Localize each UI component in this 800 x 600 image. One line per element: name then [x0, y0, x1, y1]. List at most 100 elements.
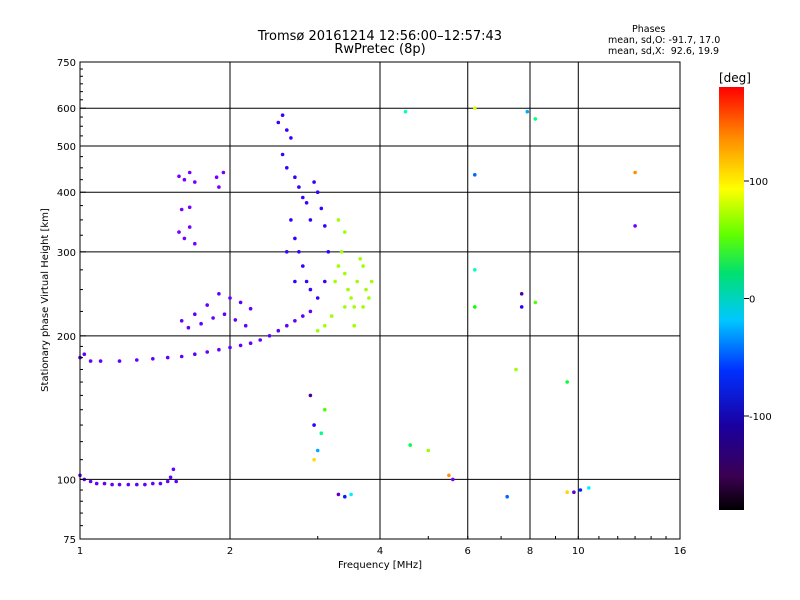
data-point [285, 323, 289, 328]
y-tick-label: 300 [57, 248, 76, 259]
x-tick-label: 4 [377, 546, 383, 557]
data-point [293, 319, 297, 323]
data-point [301, 314, 305, 318]
data-point [297, 250, 301, 254]
data-point [633, 170, 637, 175]
phases-legend-title: Phases [632, 24, 666, 35]
data-point [117, 359, 122, 363]
data-point [182, 236, 187, 241]
data-point [323, 279, 327, 284]
data-point [323, 407, 327, 412]
data-point [182, 177, 187, 182]
colorbar-ticks: 100 0 -100 [744, 177, 772, 423]
x-axis-label: Frequency [MHz] [338, 560, 422, 571]
data-point [336, 218, 341, 222]
data-point [165, 479, 170, 484]
data-point [98, 359, 103, 363]
data-point [301, 195, 305, 200]
x-tick-label: 10 [572, 546, 585, 557]
data-point [110, 482, 114, 487]
data-point [633, 224, 637, 228]
data-point [304, 279, 309, 284]
data-point [82, 352, 87, 357]
data-point [304, 201, 309, 205]
data-point [297, 185, 301, 189]
data-point [187, 225, 192, 229]
data-point [143, 482, 147, 487]
y-tick-label: 750 [57, 58, 76, 69]
data-point [285, 250, 289, 254]
data-point [315, 448, 320, 453]
data-point [349, 296, 353, 300]
data-point [525, 109, 530, 114]
data-point [174, 479, 178, 484]
data-points [78, 106, 637, 499]
colorbar-label: [deg] [719, 71, 751, 85]
data-point [447, 473, 451, 478]
data-point [533, 300, 538, 305]
data-point [211, 316, 215, 320]
chart-title: Tromsø 20161214 12:56:00–12:57:43 [257, 29, 503, 44]
data-point [343, 494, 347, 499]
x-tick-label: 1 [77, 546, 83, 557]
data-point [336, 492, 341, 497]
x-tick-label: 8 [527, 546, 533, 557]
data-point [248, 306, 253, 311]
data-point [217, 347, 221, 352]
data-point [319, 206, 324, 211]
x-tick-label: 6 [465, 546, 471, 557]
data-point [361, 264, 365, 268]
colorbar-tick-label: -100 [749, 412, 772, 423]
data-point [238, 300, 243, 305]
data-point [187, 205, 192, 210]
colorbar [719, 87, 744, 510]
data-point [228, 345, 232, 350]
axis-ticks: 1 2 4 8 16 6 10 75 100 200 300 400 500 600 750 [57, 58, 686, 557]
data-point [343, 271, 347, 276]
phases-legend-o: mean, sd,O: -91.7, 17.0 [608, 35, 721, 46]
data-point [315, 296, 320, 300]
colorbar-tick-label: 0 [749, 295, 755, 306]
data-point [233, 318, 238, 322]
data-point [94, 481, 99, 486]
data-point [238, 343, 243, 348]
data-point [258, 338, 263, 342]
data-point [346, 287, 350, 292]
data-point [315, 190, 320, 194]
data-point [280, 152, 285, 157]
y-tick-label: 200 [57, 332, 76, 343]
data-point [533, 117, 538, 121]
data-point [222, 312, 227, 317]
data-point [323, 224, 327, 228]
x-tick-label: 2 [227, 546, 233, 557]
data-point [177, 174, 181, 179]
data-point [343, 305, 347, 309]
data-point [285, 128, 289, 132]
data-point [88, 479, 93, 484]
data-point [565, 490, 569, 495]
data-point [473, 305, 477, 309]
data-point [221, 170, 226, 175]
data-point [276, 328, 281, 333]
data-point [352, 323, 357, 328]
data-point [339, 250, 344, 254]
data-point [369, 279, 374, 284]
data-point [293, 236, 297, 241]
data-point [349, 492, 353, 497]
data-point [135, 358, 139, 362]
data-point [403, 109, 408, 114]
data-point [289, 218, 293, 222]
data-point [205, 303, 209, 307]
data-point [336, 264, 341, 268]
data-point [285, 166, 289, 170]
data-point [151, 357, 155, 361]
data-point [426, 448, 431, 453]
data-point [179, 354, 184, 359]
data-point [312, 457, 316, 462]
data-point [329, 314, 334, 318]
data-point [473, 106, 477, 110]
data-point [276, 120, 281, 125]
data-point [289, 136, 293, 140]
data-point [193, 352, 197, 357]
